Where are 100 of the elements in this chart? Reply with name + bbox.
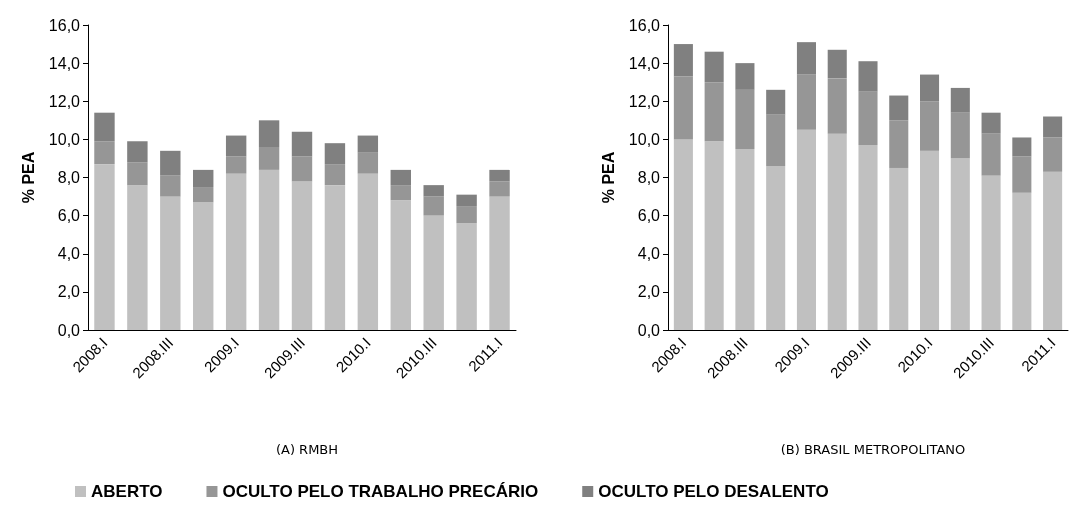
text: (A) RMBH — [275, 442, 339, 457]
bar — [981, 112, 1001, 134]
legend-label: OCULTO PELO DESALENTO — [598, 482, 829, 501]
bar — [920, 101, 940, 151]
bar — [796, 74, 816, 130]
bar — [324, 143, 346, 165]
bar — [766, 89, 786, 115]
bar — [423, 185, 444, 197]
bar — [357, 152, 379, 174]
bar — [735, 89, 755, 149]
bar — [889, 95, 909, 121]
bar — [858, 91, 878, 146]
bar — [827, 133, 847, 330]
bar — [225, 156, 247, 174]
y-tick-label: 12,0 — [48, 92, 81, 110]
bar — [704, 82, 724, 142]
bar — [291, 181, 313, 330]
bar — [981, 175, 1001, 330]
y-tick-label: 0,0 — [57, 321, 81, 339]
bar — [127, 141, 148, 163]
bar — [1043, 137, 1063, 172]
bar — [858, 61, 878, 92]
y-tick-label: 16,0 — [48, 16, 81, 34]
bar — [950, 112, 970, 159]
bar — [673, 139, 693, 330]
bar — [489, 169, 510, 182]
bar — [1012, 137, 1032, 157]
y-tick-label: 4,0 — [57, 245, 81, 263]
bar — [489, 196, 510, 330]
bar — [950, 158, 970, 330]
y-tick-label: 2,0 — [637, 283, 661, 301]
bar — [160, 175, 181, 197]
bar — [357, 173, 379, 330]
y-axis-title: % PEA — [599, 151, 617, 204]
bar — [258, 147, 280, 170]
y-tick-label: 8,0 — [57, 169, 81, 186]
bar — [390, 185, 411, 201]
bar — [796, 42, 816, 75]
y-tick-label: 12,0 — [628, 92, 661, 110]
y-tick-label: 16,0 — [628, 16, 661, 34]
bar — [94, 112, 115, 142]
bar — [357, 135, 379, 153]
bar — [1012, 192, 1032, 330]
y-tick-label: 14,0 — [628, 54, 661, 72]
bar — [796, 129, 816, 330]
bar — [456, 223, 477, 330]
y-tick-label: 2,0 — [57, 283, 81, 301]
bar — [981, 133, 1001, 176]
bar — [1012, 156, 1032, 193]
bar — [950, 87, 970, 113]
bar — [827, 78, 847, 134]
bar — [889, 167, 909, 330]
bar — [390, 200, 411, 330]
bar — [160, 150, 181, 176]
legend-label: OCULTO PELO TRABALHO PRECÁRIO — [222, 482, 539, 501]
bar — [423, 196, 444, 216]
bar — [258, 169, 280, 330]
bar — [423, 215, 444, 330]
bar — [94, 141, 115, 165]
bar — [456, 194, 477, 207]
bar — [766, 166, 786, 330]
bar — [225, 173, 247, 330]
bar — [324, 185, 346, 330]
bar — [193, 169, 214, 188]
bar — [920, 150, 940, 330]
bar — [193, 202, 214, 330]
legend-label: ABERTO — [91, 482, 163, 501]
bar — [390, 169, 411, 186]
bar — [1043, 171, 1063, 330]
bar — [735, 63, 755, 90]
y-tick-label: 10,0 — [48, 130, 81, 148]
bar — [735, 148, 755, 330]
bar — [704, 51, 724, 83]
bar — [291, 131, 313, 157]
bar — [94, 164, 115, 330]
y-tick-label: 0,0 — [637, 321, 661, 339]
bar — [324, 164, 346, 186]
bar — [827, 49, 847, 79]
bar — [1043, 116, 1063, 138]
bar — [193, 187, 214, 203]
bar — [920, 74, 940, 102]
y-tick-label: 6,0 — [57, 207, 81, 225]
bar — [127, 185, 148, 330]
bar — [889, 120, 909, 168]
bar — [127, 162, 148, 186]
bar — [673, 44, 693, 77]
y-tick-label: 4,0 — [637, 245, 661, 263]
bar — [225, 135, 247, 157]
y-axis-title: % PEA — [19, 151, 37, 204]
text: (B) BRASIL METROPOLITANO — [780, 442, 966, 457]
bar — [704, 141, 724, 330]
y-tick-label: 10,0 — [628, 130, 661, 148]
bar — [766, 114, 786, 167]
bar — [858, 145, 878, 330]
y-tick-label: 6,0 — [637, 207, 661, 225]
y-tick-label: 8,0 — [637, 169, 661, 186]
bar — [489, 181, 510, 197]
bar — [291, 156, 313, 182]
y-tick-label: 14,0 — [48, 54, 81, 72]
bar — [456, 206, 477, 224]
